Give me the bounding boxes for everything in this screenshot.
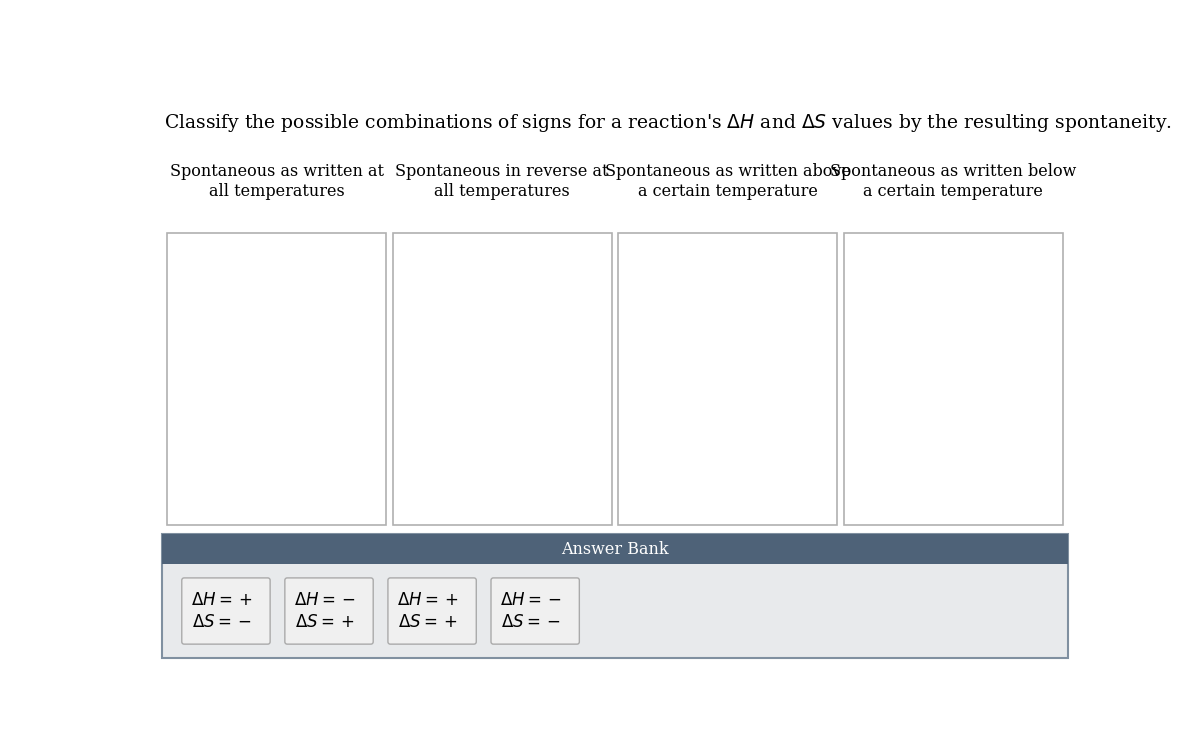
Text: $\Delta H = +$: $\Delta H = +$: [191, 592, 252, 609]
Text: Spontaneous as written below
a certain temperature: Spontaneous as written below a certain t…: [830, 163, 1076, 200]
FancyBboxPatch shape: [284, 578, 373, 644]
FancyBboxPatch shape: [618, 233, 838, 525]
Text: $\Delta S = +$: $\Delta S = +$: [398, 614, 457, 631]
FancyBboxPatch shape: [491, 578, 580, 644]
Text: Classify the possible combinations of signs for a reaction's $\Delta H$ and $\De: Classify the possible combinations of si…: [164, 112, 1172, 134]
FancyBboxPatch shape: [167, 233, 386, 525]
FancyBboxPatch shape: [162, 535, 1068, 564]
Text: $\Delta H = -$: $\Delta H = -$: [294, 592, 355, 609]
Text: Spontaneous as written at
all temperatures: Spontaneous as written at all temperatur…: [169, 163, 384, 200]
Text: Spontaneous as written above
a certain temperature: Spontaneous as written above a certain t…: [605, 163, 851, 200]
Text: $\Delta S = -$: $\Delta S = -$: [502, 614, 560, 631]
FancyBboxPatch shape: [162, 535, 1068, 659]
FancyBboxPatch shape: [844, 233, 1063, 525]
Text: Spontaneous in reverse at
all temperatures: Spontaneous in reverse at all temperatur…: [396, 163, 608, 200]
Text: Answer Bank: Answer Bank: [562, 541, 668, 557]
FancyBboxPatch shape: [388, 578, 476, 644]
Text: $\Delta H = -$: $\Delta H = -$: [500, 592, 562, 609]
FancyBboxPatch shape: [181, 578, 270, 644]
Text: $\Delta S = -$: $\Delta S = -$: [192, 614, 252, 631]
Text: $\Delta H = +$: $\Delta H = +$: [397, 592, 458, 609]
FancyBboxPatch shape: [392, 233, 612, 525]
Text: $\Delta S = +$: $\Delta S = +$: [295, 614, 355, 631]
